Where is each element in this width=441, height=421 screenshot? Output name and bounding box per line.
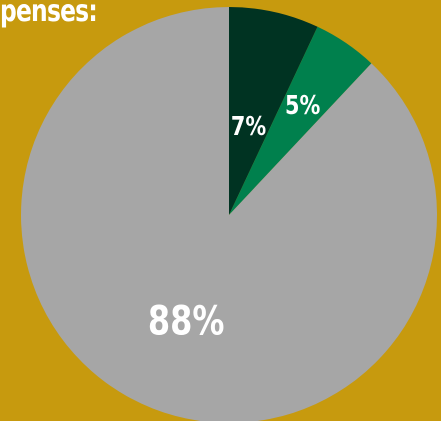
chart-title: penses: (0, 0, 98, 29)
pie-slice-1 (229, 7, 318, 215)
pie-slice-label-1: 7% (231, 111, 266, 142)
pie-labels: 7% 5% 88% (148, 90, 320, 345)
pie-slice-label-2: 5% (285, 90, 320, 121)
pie-slice-3 (21, 7, 437, 421)
pie-slice-label-3: 88% (148, 297, 225, 344)
pie-slice-2 (229, 26, 372, 215)
pie-slices (21, 7, 437, 421)
